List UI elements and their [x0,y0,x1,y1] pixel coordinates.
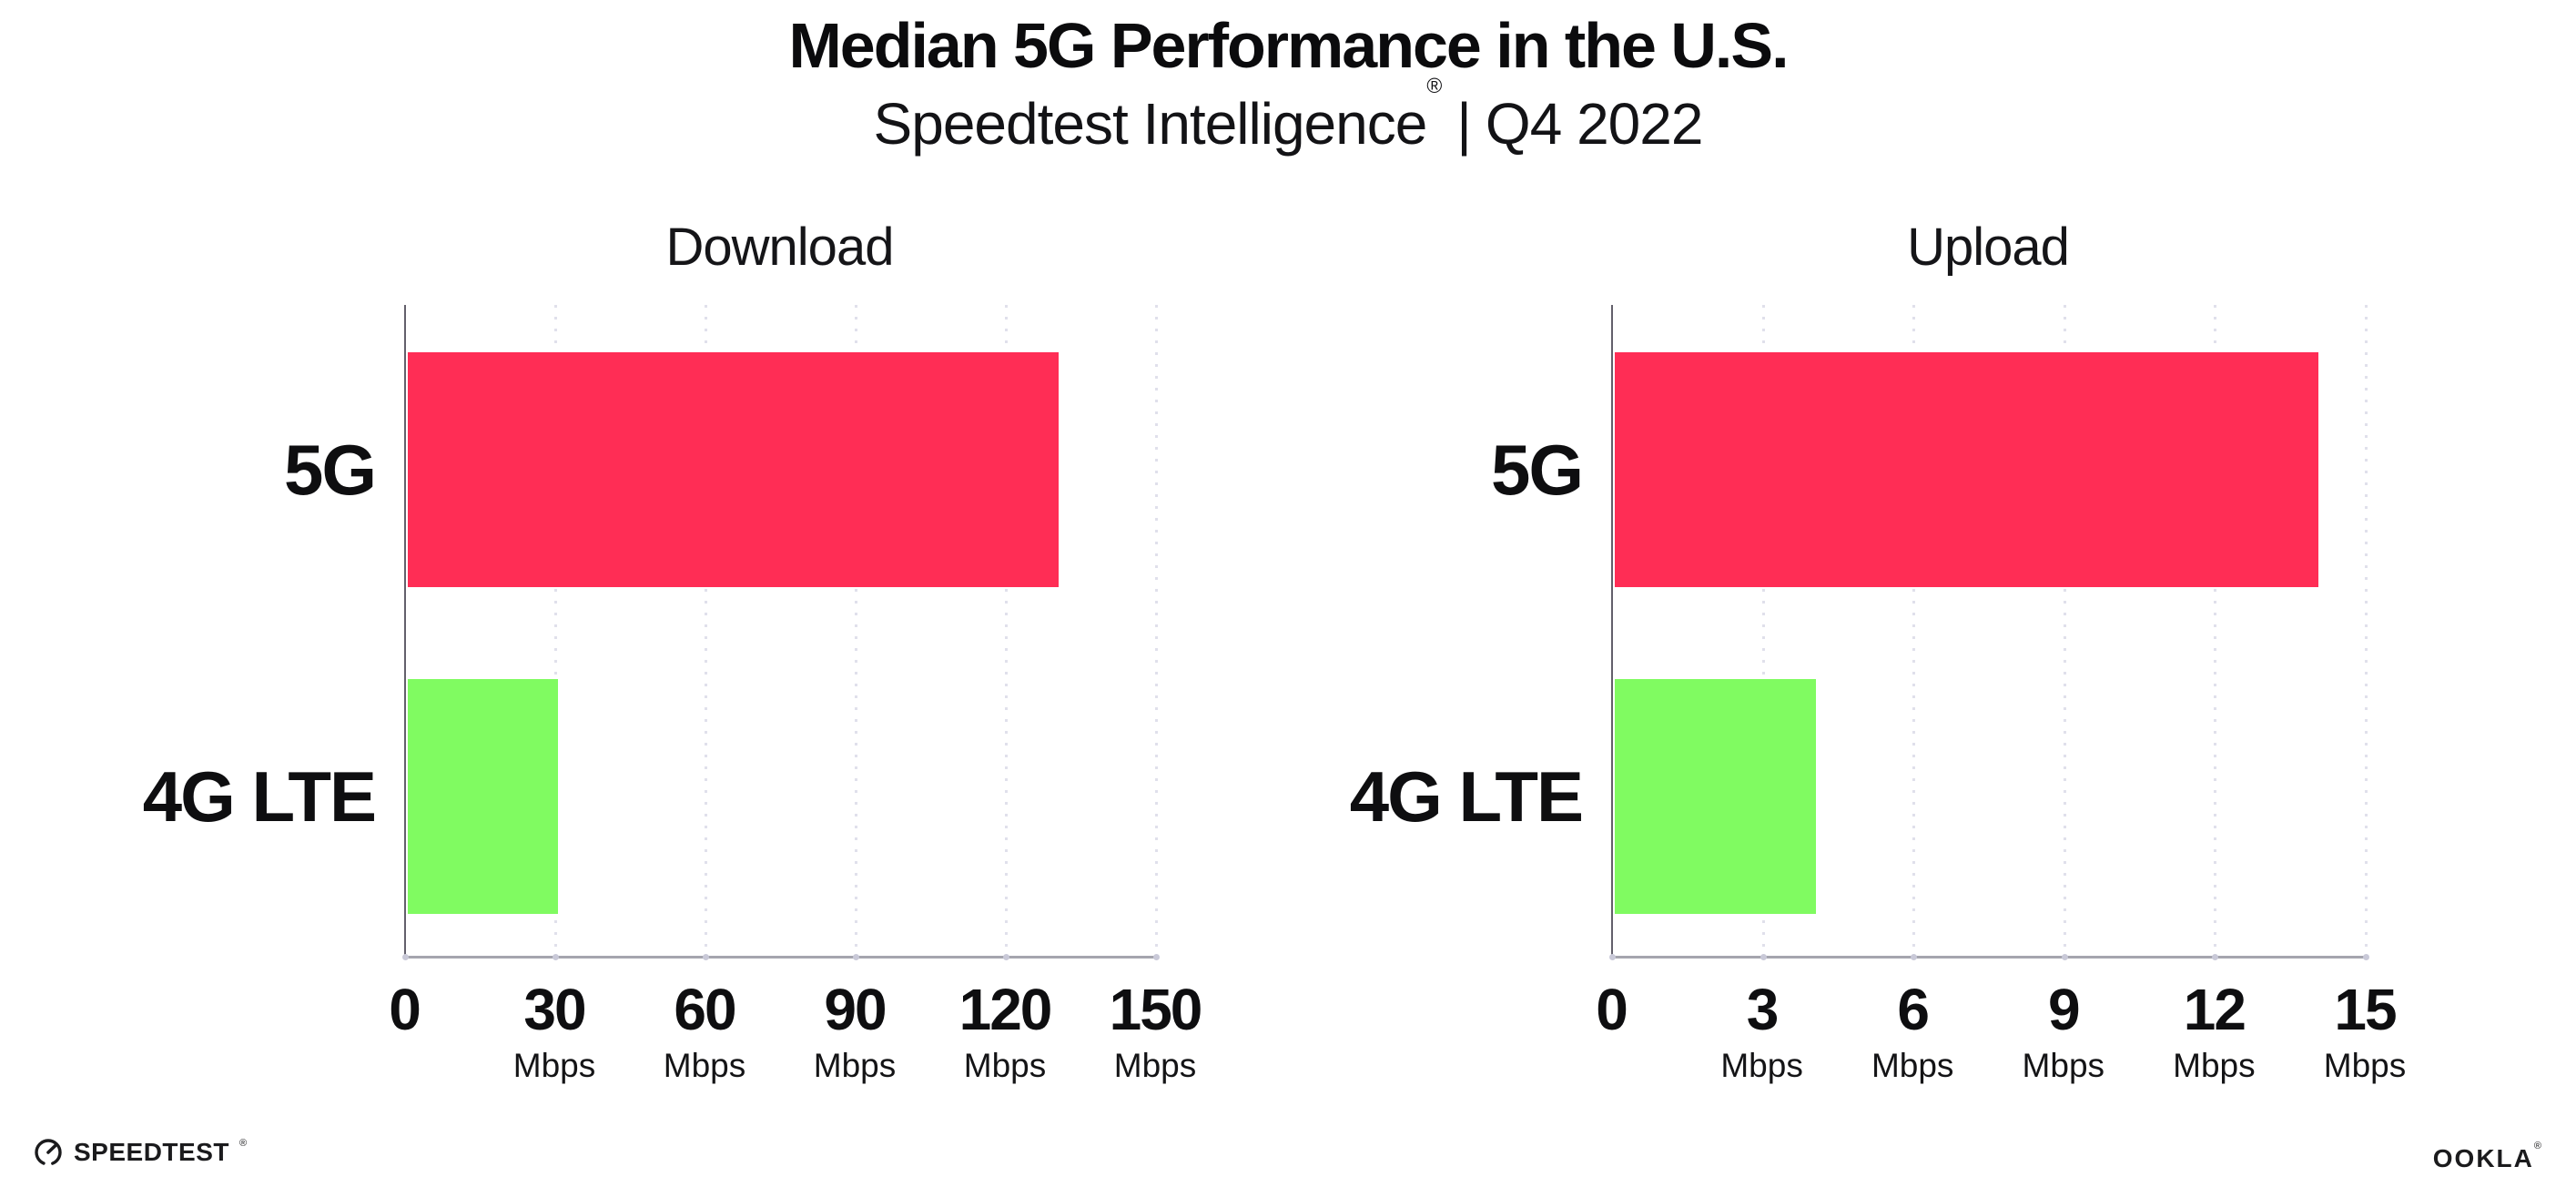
category-label-5g: 5G [1490,430,1584,510]
axis-tick-dot [853,954,859,960]
bar-5g-upload [1615,352,2318,587]
axis-tick-dot [2363,954,2369,960]
x-tick-value: 12 [2183,977,2246,1042]
gridline [2365,305,2368,956]
axis-tick-dot [1153,954,1160,960]
chart-panel-download: Download 5G 4G LTE 0 30 Mbps 60 Mbps 90 Mbps 120… [143,221,1203,1083]
panel-title-upload: Upload [1907,218,2070,277]
gridline [855,305,857,956]
x-tick-value: 9 [2047,977,2081,1042]
x-tick-label: 150 Mbps [1109,959,1203,1084]
x-tick-label: 3 Mbps [1720,959,1802,1082]
x-tick-value: 60 [674,977,736,1042]
x-tick-unit: Mbps [813,1047,897,1084]
axis-tick-dot [2061,954,2068,960]
plot-area [402,305,1160,960]
axis-tick-dot [703,954,709,960]
axis-tick-dot [1003,954,1009,960]
x-tick-value: 6 [1897,977,1930,1042]
x-tick-unit: Mbps [1113,1047,1197,1084]
gridline [1912,305,1916,956]
x-tick-unit: Mbps [2323,1047,2407,1084]
axis-tick-dot [553,954,559,960]
gridline [1005,305,1008,956]
x-tick-label: 9 Mbps [2023,959,2104,1082]
bar-4g-lte-upload [1615,679,1816,914]
axis-tick-dot [1911,954,1918,960]
chart-panel-upload: Upload 5G 4G LTE 0 3 Mbps 6 Mbps 9 Mbps 12 Mbps 15… [1350,221,2406,1083]
axis-tick-dot [2212,954,2219,960]
x-tick-label: 0 [389,959,421,1042]
x-tick-label: 12 Mbps [2173,959,2255,1082]
subtitle-divider: | [1456,91,1472,157]
x-tick-label: 60 Mbps [664,959,745,1082]
subtitle-period: Q4 2022 [1485,91,1704,157]
x-tick-unit: Mbps [512,1047,596,1084]
x-tick-value: 0 [1596,977,1628,1042]
x-tick-label: 15 Mbps [2324,959,2406,1082]
axis-tick-dot [402,954,409,960]
x-tick-unit: Mbps [2173,1047,2256,1084]
x-tick-label: 0 [1596,959,1628,1042]
subtitle-brand: Speedtest Intelligence [873,91,1428,157]
panel-title-download: Download [665,218,895,277]
x-tick-label: 30 Mbps [513,959,595,1082]
page-title: Median 5G Performance in the U.S. [788,10,1789,81]
y-categories: 5G 4G LTE [1350,305,2365,959]
x-tick-label: 120 Mbps [958,959,1053,1084]
speedtest-gauge-icon [35,1139,62,1166]
x-tick-unit: Mbps [963,1047,1047,1084]
plot-area [1609,305,2369,960]
x-tick-value: 0 [389,977,421,1042]
category-label-4g-lte: 4G LTE [1349,756,1584,837]
ookla-logo: OOKLA® [2432,1140,2543,1173]
axis-tick-dot [1760,954,1767,960]
gridline [705,305,707,956]
x-tick-label: 90 Mbps [814,959,896,1082]
speedtest-logo: SPEEDTEST ® [33,1137,247,1168]
gridline [2063,305,2066,956]
x-tick-value: 150 [1109,977,1203,1042]
category-label-4g-lte: 4G LTE [142,756,377,837]
x-tick-label: 6 Mbps [1871,959,1953,1082]
x-tick-value: 15 [2334,977,2397,1042]
page-subtitle: Speedtest Intelligence® | Q4 2022 [0,74,2576,159]
gridline [2214,305,2217,956]
x-tick-value: 90 [824,977,887,1042]
bar-5g-download [408,352,1059,587]
gridline [1155,305,1158,956]
registered-mark: ® [1426,73,1443,97]
y-categories: 5G 4G LTE [143,305,1155,959]
bar-4g-lte-download [408,679,558,914]
x-tick-value: 120 [958,977,1053,1042]
gridline [1761,305,1765,956]
x-tick-unit: Mbps [1720,1047,1803,1084]
axis-tick-dot [1609,954,1616,960]
ookla-wordmark: OOKLA [2432,1144,2534,1172]
x-tick-value: 30 [523,977,586,1042]
x-tick-unit: Mbps [663,1047,746,1084]
x-tick-unit: Mbps [2022,1047,2105,1084]
x-tick-value: 3 [1746,977,1780,1042]
category-label-5g: 5G [283,430,377,510]
gridline [554,305,557,956]
registered-mark: ® [238,1138,248,1149]
x-tick-unit: Mbps [1871,1047,1954,1084]
speedtest-wordmark: SPEEDTEST [74,1138,229,1166]
registered-mark: ® [2533,1140,2543,1151]
